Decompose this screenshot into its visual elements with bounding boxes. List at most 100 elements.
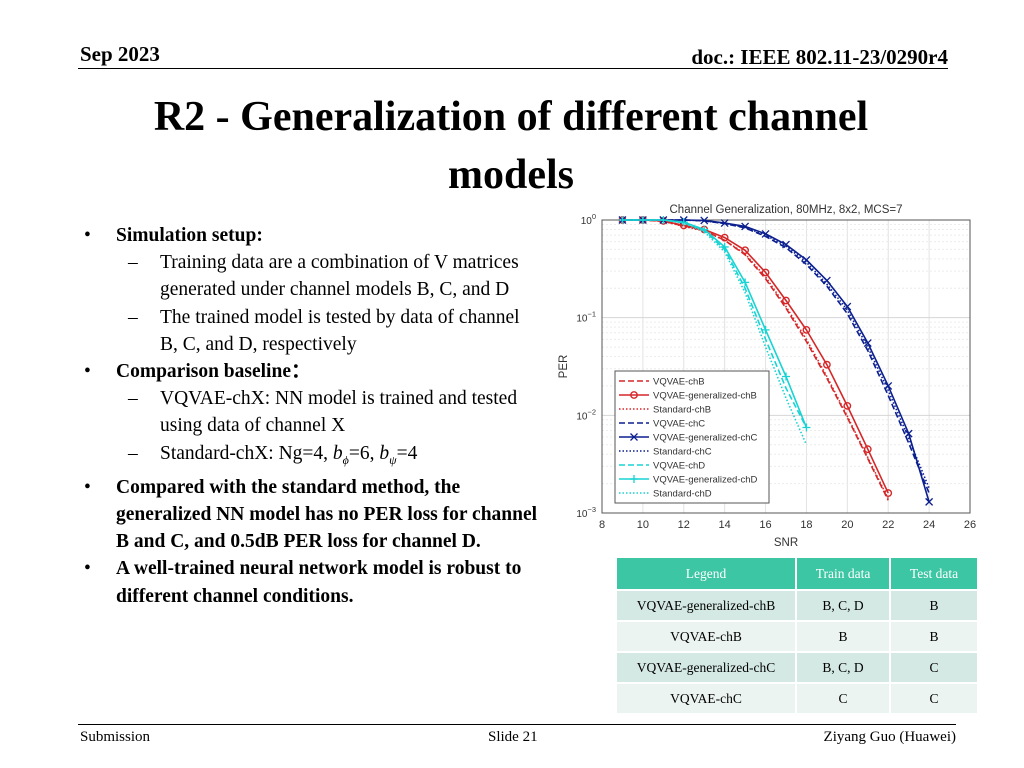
data-point — [761, 325, 770, 334]
data-point — [822, 360, 831, 369]
data-point — [925, 497, 934, 506]
footer-divider — [78, 724, 956, 725]
x-tick-label: 26 — [964, 519, 976, 531]
symbol-b-psi: bψ — [379, 442, 397, 467]
data-point — [741, 278, 750, 287]
table-cell: B — [891, 591, 979, 622]
sub-bullet-text: VQVAE-chX: NN model is trained and teste… — [160, 388, 518, 437]
legend-label: VQVAE-generalized-chB — [653, 391, 757, 402]
x-tick-label: 10 — [637, 519, 649, 531]
y-tick-label: 10−2 — [576, 407, 596, 422]
bullet-text: Comparison baseline： — [116, 361, 311, 383]
data-point — [822, 276, 831, 285]
legend-marker — [630, 475, 638, 483]
footer-author: Ziyang Guo (Huawei) — [823, 729, 956, 745]
bullet-simulation-setup: • Simulation setup: — [80, 222, 540, 249]
data-point — [782, 372, 790, 381]
sub-bullet-text: =4 — [396, 442, 418, 464]
bullet-compared-standard: • Compared with the standard method, the… — [80, 474, 540, 556]
bullet-text: A well-trained neural network model is r… — [116, 558, 522, 607]
data-point — [802, 423, 811, 432]
bullet-dot: • — [84, 361, 91, 383]
data-point — [802, 255, 811, 264]
sub-bullet-text: Training data are a combination of V mat… — [160, 252, 519, 301]
symbol-b-phi: bϕ — [332, 442, 349, 467]
chart-title: Channel Generalization, 80MHz, 8x2, MCS=… — [670, 204, 903, 216]
sub-bullet-training-data: – Training data are a combination of V m… — [80, 249, 540, 303]
data-point — [741, 222, 750, 231]
sub-bullet-vqvae-chx: – VQVAE-chX: NN model is trained and tes… — [80, 385, 540, 439]
table-cell: C — [891, 684, 979, 715]
x-axis-label: SNR — [774, 537, 798, 549]
footer-slide-number: Slide 21 — [488, 729, 538, 745]
data-point — [863, 445, 872, 454]
table-cell: C — [891, 653, 979, 684]
footer-submission: Submission — [80, 729, 151, 745]
table-header-row: Legend Train data Test data — [617, 558, 979, 591]
legend-label: VQVAE-chB — [653, 377, 705, 388]
table-cell: C — [797, 684, 891, 715]
series-line — [622, 219, 808, 428]
legend-label: Standard-chB — [653, 405, 711, 416]
table-cell: VQVAE-generalized-chC — [617, 653, 797, 684]
sub-bullet-text: =6, — [348, 442, 375, 464]
table-row: VQVAE-generalized-chC B, C, D C — [617, 653, 979, 684]
data-point — [720, 242, 729, 251]
sub-bullet-text: Standard-chX: Ng=4, — [160, 442, 329, 464]
x-tick-label: 18 — [800, 519, 812, 531]
legend-marker — [630, 391, 638, 399]
header-doc-id: doc.: IEEE 802.11-23/0290r4 — [691, 45, 948, 69]
series-line — [622, 219, 930, 503]
bullet-text: Compared with the standard method, the g… — [116, 476, 538, 553]
data-point — [843, 302, 852, 311]
sub-bullet-dash: – — [128, 252, 138, 274]
series-line — [622, 219, 889, 500]
bullet-well-trained: • A well-trained neural network model is… — [80, 555, 540, 609]
table-cell: VQVAE-chC — [617, 684, 797, 715]
bullet-text: Simulation setup: — [116, 225, 263, 246]
data-point — [659, 216, 668, 224]
table-cell: VQVAE-generalized-chB — [617, 591, 797, 622]
sub-bullet-tested-data: – The trained model is tested by data of… — [80, 304, 540, 358]
x-tick-label: 24 — [923, 519, 935, 531]
slide-title: R2 - Generalization of different channel… — [153, 94, 869, 198]
y-tick-label: 10−3 — [576, 505, 596, 520]
data-point — [884, 381, 893, 390]
data-point — [679, 218, 688, 227]
sub-bullet-dash: – — [128, 306, 138, 328]
sub-bullet-standard-chx: – Standard-chX: Ng=4, bϕ=6, bψ=4 — [80, 440, 540, 474]
legend-label: VQVAE-chC — [653, 419, 705, 430]
x-tick-label: 8 — [599, 519, 605, 531]
legend-label: VQVAE-chD — [653, 461, 705, 472]
table-cell: B, C, D — [797, 591, 891, 622]
header-divider — [78, 68, 948, 69]
header-date: Sep 2023 — [80, 42, 160, 66]
bullet-dot: • — [84, 476, 91, 498]
bullet-dot: • — [84, 558, 91, 580]
series-line — [622, 219, 808, 446]
data-point — [782, 296, 790, 305]
table-header-cell: Train data — [797, 558, 891, 591]
legend-label: VQVAE-generalized-chC — [653, 433, 758, 444]
table-cell: B, C, D — [797, 653, 891, 684]
per-vs-snr-chart: Channel Generalization, 80MHz, 8x2, MCS=… — [558, 204, 976, 549]
bullet-comparison-baseline: • Comparison baseline： — [80, 358, 540, 385]
x-tick-label: 16 — [759, 519, 771, 531]
table-cell: B — [797, 622, 891, 653]
x-tick-label: 22 — [882, 519, 894, 531]
table-cell: B — [891, 622, 979, 653]
legend-table: Legend Train data Test data VQVAE-genera… — [617, 558, 979, 715]
sub-bullet-text: The trained model is tested by data of c… — [160, 306, 520, 355]
legend-label: VQVAE-generalized-chD — [653, 475, 758, 486]
data-point — [782, 240, 790, 249]
x-tick-label: 20 — [841, 519, 853, 531]
x-tick-label: 12 — [678, 519, 690, 531]
plot-frame — [601, 219, 971, 514]
table-header-cell: Legend — [617, 558, 797, 591]
table-row: VQVAE-chB B B — [617, 622, 979, 653]
bullet-dot: • — [84, 225, 91, 246]
y-tick-label: 100 — [581, 212, 596, 227]
legend-marker — [630, 433, 638, 441]
table-row: VQVAE-generalized-chB B, C, D B — [617, 591, 979, 622]
legend-label: Standard-chC — [653, 447, 712, 458]
